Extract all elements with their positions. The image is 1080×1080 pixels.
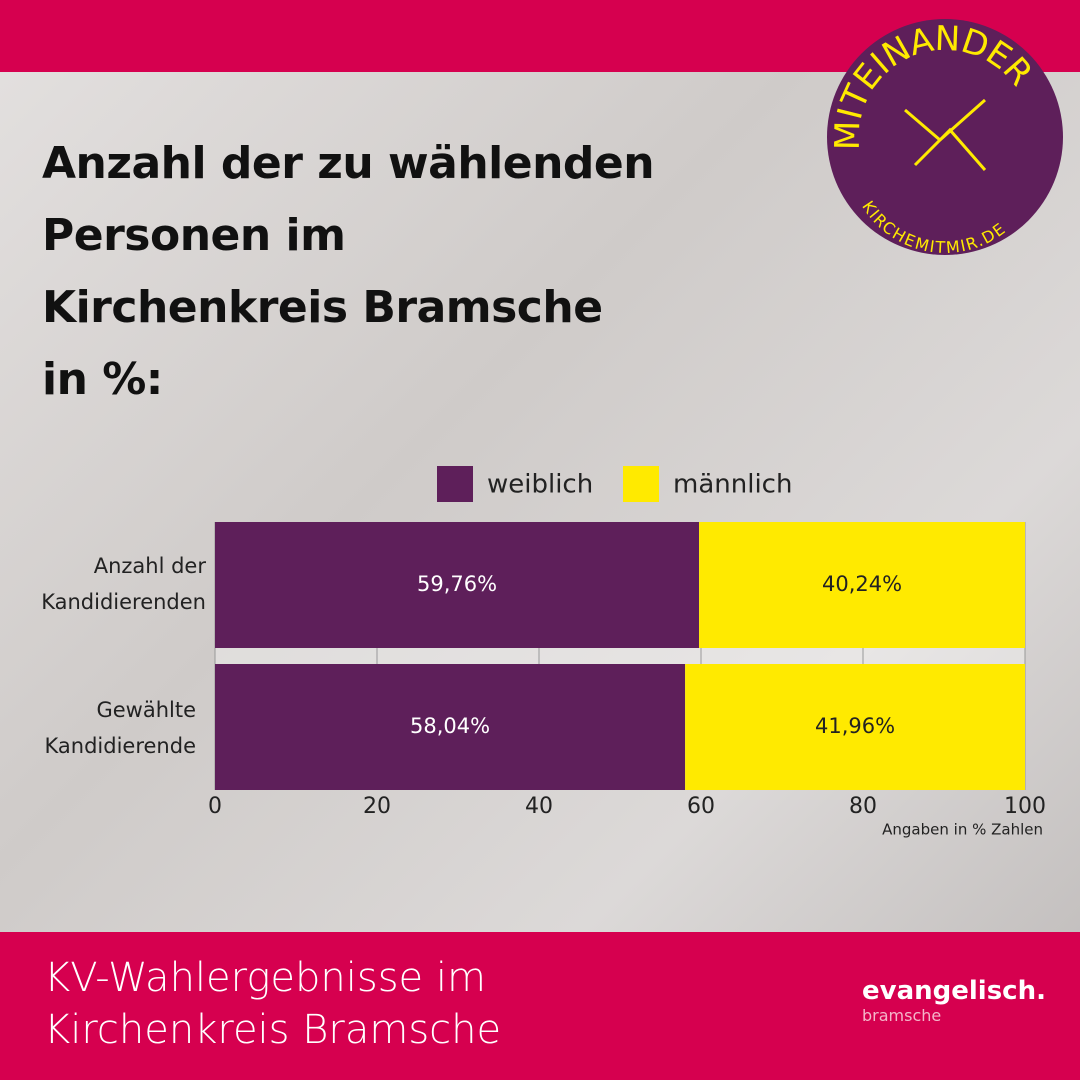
value-label: 58,04% xyxy=(410,714,490,738)
badge: MITEINANDER KIRCHEMITMIR.DE xyxy=(827,18,1063,257)
x-tick-label: 0 xyxy=(208,794,222,819)
brand: evangelisch. xyxy=(862,976,1046,1006)
bar xyxy=(215,522,700,648)
x-axis-label: Angaben in % Zahlen xyxy=(882,821,1043,839)
brand-sub: bramsche xyxy=(862,1006,942,1025)
category-label: Anzahl der Kandidierenden xyxy=(41,554,206,614)
value-label: 41,96% xyxy=(815,714,895,738)
legend-label: männlich xyxy=(673,470,792,500)
x-tick-label: 40 xyxy=(525,794,553,819)
bar xyxy=(685,664,1025,790)
legend-swatch xyxy=(437,466,473,502)
value-label: 59,76% xyxy=(417,572,497,596)
legend-label: weiblich xyxy=(487,470,593,500)
footer-bar xyxy=(0,932,1080,1080)
bar xyxy=(215,664,686,790)
badge-hands xyxy=(904,98,987,171)
chart-title: Anzahl der zu wählenden Personen im Kirc… xyxy=(42,138,655,405)
x-tick-label: 80 xyxy=(849,794,877,819)
bar xyxy=(699,522,1025,648)
footer-title: KV-Wahlergebnisse im Kirchenkreis Bramsc… xyxy=(44,955,502,1053)
category-label: Gewählte Kandidierende xyxy=(44,698,196,758)
legend-swatch xyxy=(623,466,659,502)
x-tick-label: 20 xyxy=(363,794,391,819)
x-tick-label: 60 xyxy=(687,794,715,819)
x-tick-label: 100 xyxy=(1004,794,1046,819)
value-label: 40,24% xyxy=(822,572,902,596)
